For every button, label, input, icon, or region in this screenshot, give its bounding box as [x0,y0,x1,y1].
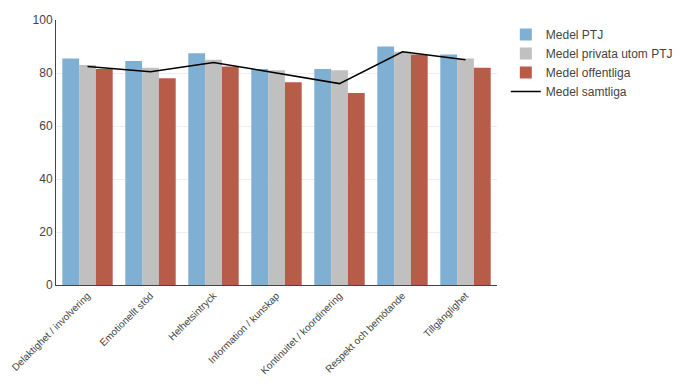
svg-text:40: 40 [39,172,53,186]
svg-text:Information / kunskap: Information / kunskap [206,290,282,366]
svg-text:Respekt och bemötande: Respekt och bemötande [323,290,408,375]
svg-text:Emotionellt stöd: Emotionellt stöd [97,290,155,348]
svg-text:Delaktighet / involvering: Delaktighet / involvering [10,290,93,373]
svg-text:Medel privata utom PTJ: Medel privata utom PTJ [546,47,673,61]
svg-text:Medel samtliga: Medel samtliga [546,85,627,99]
svg-text:0: 0 [46,278,53,292]
svg-text:Tillgänglighet: Tillgänglighet [421,290,470,339]
svg-text:100: 100 [33,13,53,27]
svg-text:Kontinuitet / koordinering: Kontinuitet / koordinering [258,290,344,376]
svg-text:80: 80 [39,66,53,80]
svg-text:60: 60 [39,119,53,133]
svg-text:Helhetsintryck: Helhetsintryck [166,289,219,342]
svg-text:20: 20 [39,225,53,239]
svg-text:Medel PTJ: Medel PTJ [546,28,603,42]
svg-text:Medel offentliga: Medel offentliga [546,66,631,80]
